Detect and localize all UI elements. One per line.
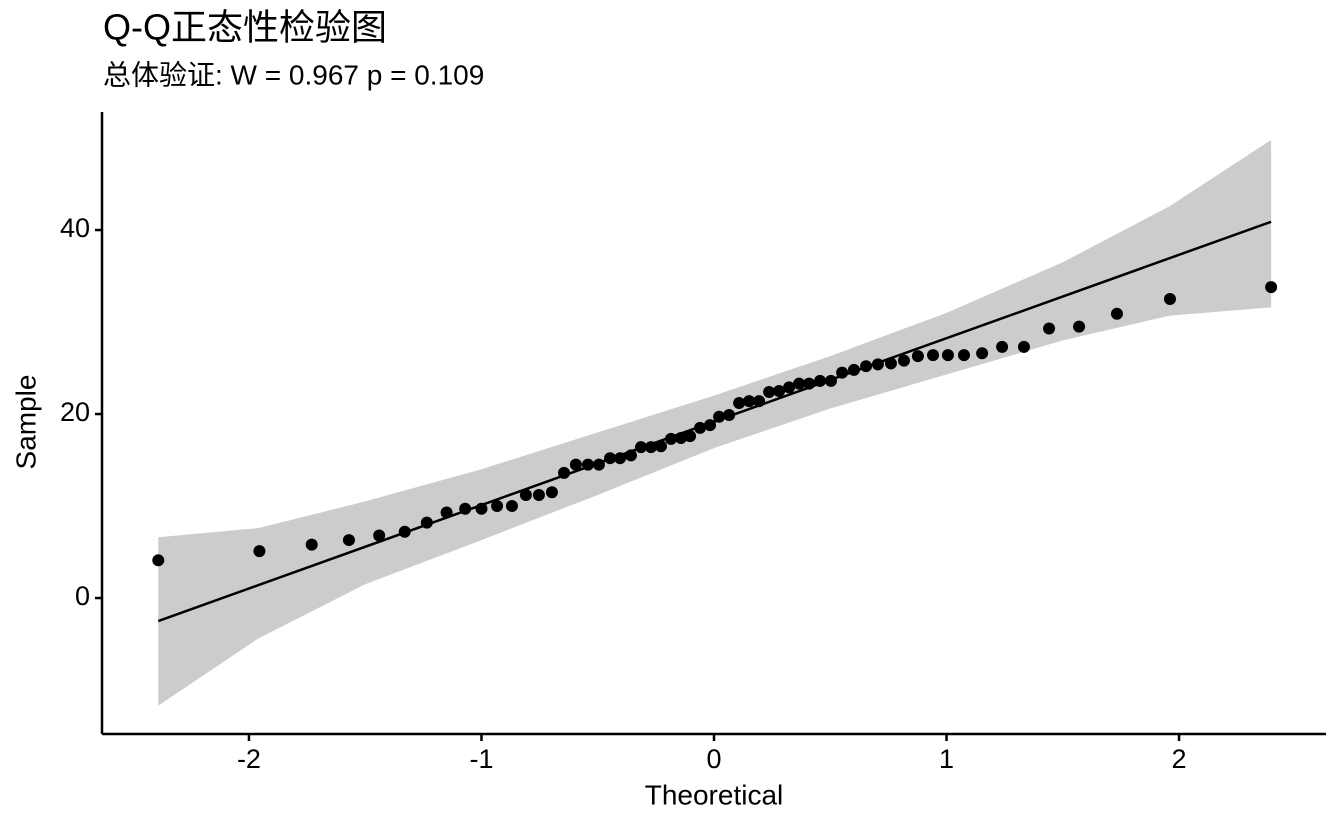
point [713, 410, 726, 423]
point [884, 357, 897, 370]
point [897, 354, 910, 367]
x-tick-label: 2 [1172, 744, 1187, 774]
y-axis-title: Sample [10, 375, 41, 470]
point [342, 534, 355, 547]
point [398, 525, 411, 538]
point [545, 486, 558, 499]
point [505, 500, 518, 513]
point [674, 431, 687, 444]
chart-subtitle: 总体验证: W = 0.967 p = 0.109 [103, 59, 484, 90]
point [475, 502, 488, 515]
point [1265, 281, 1278, 294]
point [743, 395, 756, 408]
point [976, 347, 989, 360]
point [996, 340, 1009, 353]
point [783, 381, 796, 394]
point [581, 458, 594, 471]
point [253, 545, 266, 558]
point [763, 385, 776, 398]
point [1017, 340, 1030, 353]
point [704, 419, 717, 432]
y-tick-label: 20 [60, 397, 90, 427]
y-tick-label: 0 [75, 581, 90, 611]
point [814, 374, 827, 387]
point [664, 432, 677, 445]
y-tick-label: 40 [60, 213, 90, 243]
point [836, 366, 849, 379]
point [793, 377, 806, 390]
point [519, 488, 532, 501]
point [1043, 322, 1056, 335]
point [604, 452, 617, 465]
chart-title: Q-Q正态性检验图 [103, 7, 387, 48]
x-tick-label: -2 [237, 744, 261, 774]
point [733, 396, 746, 409]
point [860, 360, 873, 373]
point [592, 458, 605, 471]
point [654, 440, 667, 453]
x-tick-label: 0 [706, 744, 721, 774]
point [644, 441, 657, 454]
point [753, 395, 766, 408]
point [634, 441, 647, 454]
point [824, 374, 837, 387]
point [305, 538, 318, 551]
x-axis-title: Theoretical [645, 779, 784, 810]
point [871, 358, 884, 371]
point [614, 452, 627, 465]
point [773, 385, 786, 398]
point [941, 349, 954, 362]
point [532, 488, 545, 501]
point [847, 363, 860, 376]
point [684, 430, 697, 443]
point [420, 516, 433, 529]
point [373, 529, 386, 542]
x-tick-label: 1 [939, 744, 954, 774]
point [459, 502, 472, 515]
point [1073, 320, 1086, 333]
point [723, 408, 736, 421]
point [569, 458, 582, 471]
point [558, 466, 571, 479]
point [803, 377, 816, 390]
point [624, 449, 637, 462]
point [957, 349, 970, 362]
point [440, 506, 453, 519]
point [152, 554, 165, 567]
point [927, 349, 940, 362]
x-tick-label: -1 [469, 744, 493, 774]
point [1163, 293, 1176, 306]
point [491, 500, 504, 513]
point [911, 350, 924, 363]
point [1110, 307, 1123, 320]
point [694, 421, 707, 434]
